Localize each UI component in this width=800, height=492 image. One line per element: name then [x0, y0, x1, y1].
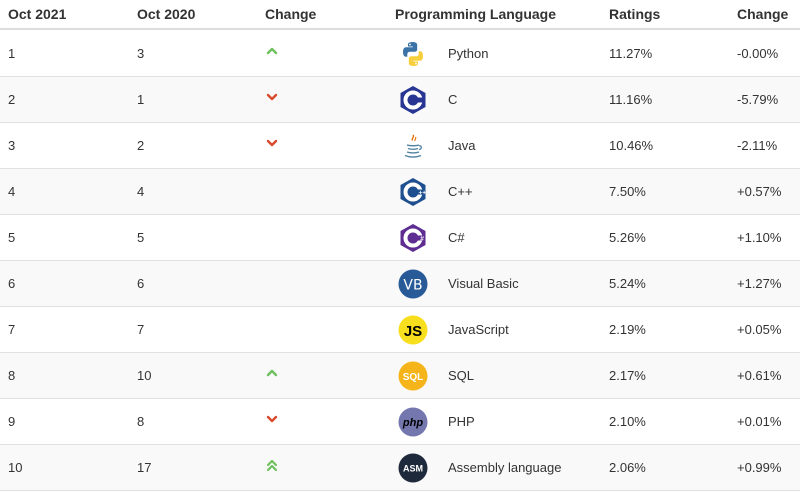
rank-previous: 6 — [137, 276, 145, 291]
table-row: 3 2 10.46% -2.11% Java — [0, 123, 800, 169]
rank-current: 8 — [8, 368, 16, 383]
svg-text:#: # — [420, 236, 424, 243]
svg-text:SQL: SQL — [403, 372, 424, 383]
csharp-logo-icon: # — [398, 223, 428, 253]
arrow-down-icon — [264, 89, 280, 105]
rating-change: +0.57% — [737, 184, 782, 199]
rank-current: 5 — [8, 230, 16, 245]
java-logo-icon — [398, 131, 428, 161]
header-change[interactable]: Change — [265, 6, 317, 22]
rating-value: 11.16% — [609, 92, 653, 107]
vb-logo-icon: VB — [398, 269, 428, 299]
language-name: C — [448, 92, 458, 107]
table-header: Oct 2021 Oct 2020 Change Programming Lan… — [0, 0, 800, 30]
arrow-up-icon — [264, 365, 280, 381]
svg-text:VB: VB — [403, 278, 422, 294]
rank-previous: 10 — [137, 368, 152, 383]
rank-previous: 1 — [137, 92, 145, 107]
rank-current: 4 — [8, 184, 16, 199]
rank-current: 6 — [8, 276, 16, 291]
rating-value: 7.50% — [609, 184, 646, 199]
rating-value: 2.17% — [609, 368, 646, 383]
rank-previous: 4 — [137, 184, 145, 199]
svg-text:ASM: ASM — [403, 464, 423, 474]
rating-value: 2.06% — [609, 460, 646, 475]
rank-previous: 5 — [137, 230, 145, 245]
rating-change: +0.05% — [737, 322, 782, 337]
language-name: SQL — [448, 368, 475, 383]
rating-value: 5.26% — [609, 230, 646, 245]
rank-previous: 2 — [137, 138, 145, 153]
rating-change: +0.01% — [737, 414, 782, 429]
svg-text:php: php — [402, 417, 423, 429]
rank-current: 9 — [8, 414, 16, 429]
rating-value: 5.24% — [609, 276, 646, 291]
php-logo-icon: php — [398, 407, 428, 437]
rating-change: -2.11% — [737, 138, 778, 153]
svg-text:++: ++ — [419, 189, 427, 196]
sql-logo-icon: SQL — [398, 361, 428, 391]
header-ratings-change[interactable]: Change — [737, 6, 789, 22]
header-programming-language[interactable]: Programming Language — [395, 6, 557, 22]
language-name: Java — [448, 138, 476, 153]
rating-value: 2.10% — [609, 414, 646, 429]
rating-change: -5.79% — [737, 92, 779, 107]
rank-previous: 7 — [137, 322, 145, 337]
language-name: C++ — [448, 184, 473, 199]
cpp-logo-icon: ++ — [398, 177, 428, 207]
language-name: Python — [448, 46, 489, 61]
rating-value: 11.27% — [609, 46, 653, 61]
header-current-month[interactable]: Oct 2021 — [8, 6, 67, 22]
arrow-up-icon — [264, 43, 280, 59]
rank-current: 3 — [8, 138, 16, 153]
python-logo-icon — [398, 39, 428, 69]
rating-change: +1.27% — [737, 276, 782, 291]
table-row: 5 5 5.26% +1.10% # C# — [0, 215, 800, 261]
table-row: 4 4 7.50% +0.57% ++ C++ — [0, 169, 800, 215]
table-row: 7 7 2.19% +0.05% JS JavaScript — [0, 307, 800, 353]
rank-current: 10 — [8, 460, 23, 475]
header-previous-month[interactable]: Oct 2020 — [137, 6, 196, 22]
rating-change: +1.10% — [737, 230, 782, 245]
js-logo-icon: JS — [398, 315, 428, 345]
language-name: Assembly language — [448, 460, 562, 475]
arrow-down-icon — [264, 411, 280, 427]
rating-change: +0.61% — [737, 368, 782, 383]
rank-current: 7 — [8, 322, 16, 337]
table-row: 9 8 2.10% +0.01% php PHP — [0, 399, 800, 445]
rank-previous: 8 — [137, 414, 145, 429]
asm-logo-icon: ASM — [398, 453, 428, 483]
language-name: JavaScript — [448, 322, 509, 337]
rating-value: 2.19% — [609, 322, 646, 337]
rank-current: 2 — [8, 92, 16, 107]
table-row: 8 10 2.17% +0.61% SQL SQL — [0, 353, 800, 399]
table-row: 1 3 11.27% -0.00% Python — [0, 31, 800, 77]
c-logo-icon — [398, 85, 428, 115]
language-name: Visual Basic — [448, 276, 519, 291]
rating-change: -0.00% — [737, 46, 779, 61]
rank-previous: 3 — [137, 46, 145, 61]
table-row: 6 6 5.24% +1.27% VB Visual Basic — [0, 261, 800, 307]
language-name: PHP — [448, 414, 475, 429]
svg-text:JS: JS — [404, 323, 422, 340]
language-name: C# — [448, 230, 465, 245]
rating-value: 10.46% — [609, 138, 654, 153]
rating-change: +0.99% — [737, 460, 782, 475]
table-row: 10 17 2.06% +0.99% ASM Assembly language — [0, 445, 800, 491]
rank-previous: 17 — [137, 460, 152, 475]
header-ratings[interactable]: Ratings — [609, 6, 661, 22]
arrow-down-icon — [264, 135, 280, 151]
double-arrow-up-icon — [264, 457, 280, 473]
table-row: 2 1 11.16% -5.79% C — [0, 77, 800, 123]
rank-current: 1 — [8, 46, 16, 61]
